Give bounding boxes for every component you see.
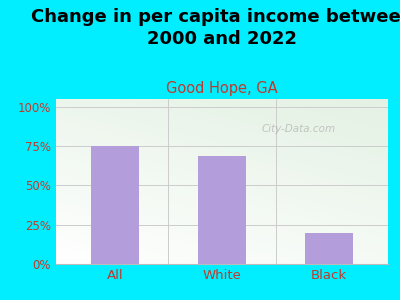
Text: Change in per capita income between
2000 and 2022: Change in per capita income between 2000…: [31, 8, 400, 48]
Text: Good Hope, GA: Good Hope, GA: [166, 81, 278, 96]
Text: City-Data.com: City-Data.com: [261, 124, 336, 134]
Bar: [91, 146, 139, 264]
Bar: [305, 232, 353, 264]
Bar: [198, 156, 246, 264]
